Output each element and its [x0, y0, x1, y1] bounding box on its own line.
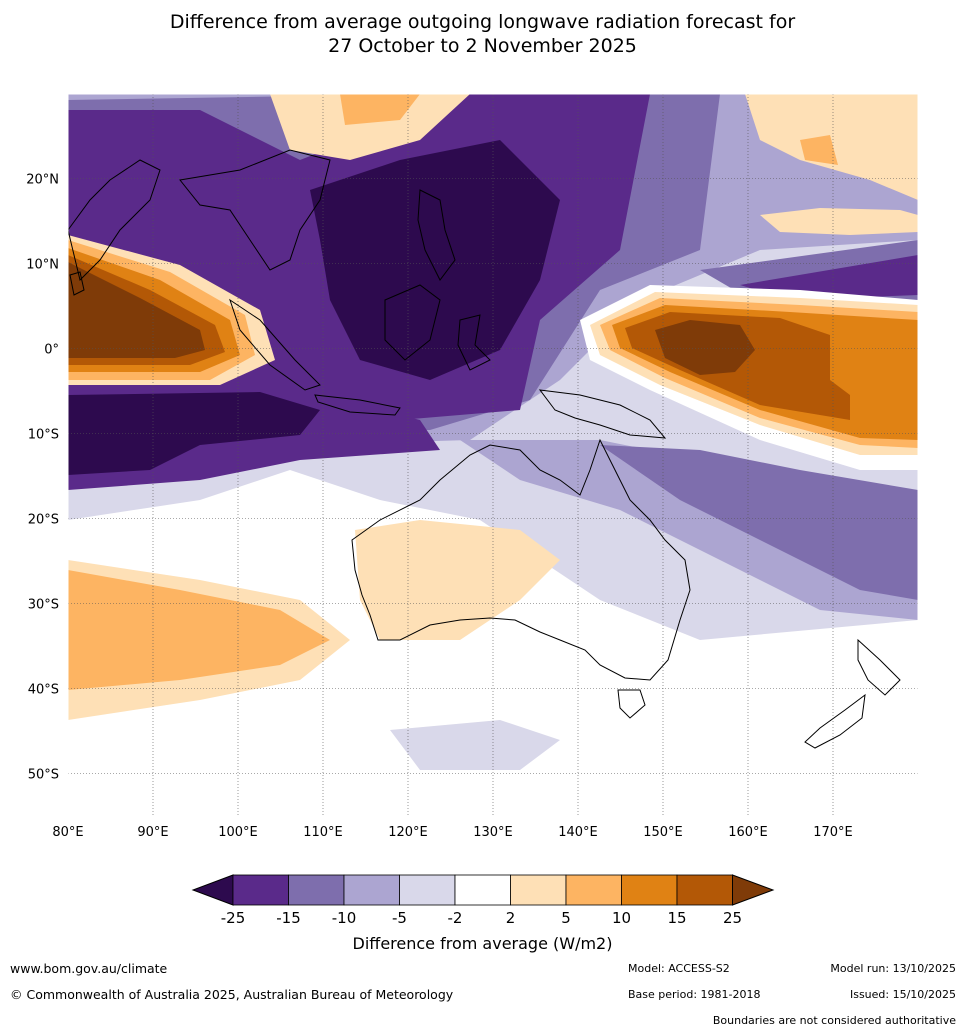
footer-disclaimer: Boundaries are not considered authoritat…: [712, 1014, 956, 1027]
coastline-java: [314, 394, 401, 416]
coastline-sulawesi: [457, 314, 491, 371]
colorbar-segment: [676, 874, 733, 906]
coastline-sri-lanka: [69, 271, 85, 296]
lat-label: 10°S: [28, 428, 59, 443]
zone-north-pacific-orange: [800, 135, 838, 165]
colorbar-tick-label: -5: [392, 909, 407, 927]
coastline-philippines: [417, 189, 456, 281]
coastline-new-guinea: [538, 389, 667, 439]
colorbar-segment: [510, 874, 567, 906]
lon-label: 130°E: [473, 825, 513, 840]
lon-label: 150°E: [643, 825, 683, 840]
colorbar-tick-label: 2: [506, 909, 516, 927]
zone-pacific-deep-orange: [655, 320, 755, 375]
title-line-2: 27 October to 2 November 2025: [328, 35, 637, 57]
lon-label: 110°E: [303, 825, 343, 840]
map-frame: [67, 93, 919, 817]
colorbar-arrow-high: [732, 874, 775, 906]
zone-south-china-light-orange: [270, 94, 470, 160]
lon-label: 160°E: [728, 825, 768, 840]
footer-base-period: Base period: 1981-2018: [628, 988, 761, 1001]
footer-copyright: © Commonwealth of Australia 2025, Austra…: [10, 987, 454, 1002]
lat-label: 20°S: [28, 513, 59, 528]
title-line-1: Difference from average outgoing longwav…: [169, 11, 796, 33]
colorbar-tick-label: 5: [561, 909, 571, 927]
footer-url[interactable]: www.bom.gov.au/climate: [10, 961, 168, 976]
zone-indian-deep-orange: [68, 262, 205, 358]
colorbar-tick-label: -25: [221, 909, 246, 927]
colorbar-segment: [621, 874, 678, 906]
lon-label: 80°E: [52, 825, 83, 840]
footer-model: Model: ACCESS-S2: [628, 962, 730, 975]
colorbar-tick-label: 10: [612, 909, 631, 927]
colorbar-label: Difference from average (W/m2): [352, 934, 613, 953]
longitude-labels: 80°E 90°E 100°E 110°E 120°E 130°E 140°E 150°E 16…: [52, 825, 852, 840]
map-gridlines: [67, 94, 918, 816]
lon-label: 120°E: [388, 825, 428, 840]
coastline-indochina: [179, 149, 331, 271]
zone-north-pacific-band: [760, 208, 918, 235]
colorbar-segment: [232, 874, 289, 906]
coastline-new-zealand-south: [804, 693, 866, 749]
coastline-tasmania: [617, 689, 646, 719]
colorbar-segment: [288, 874, 345, 906]
zone-south-indian-orange: [68, 570, 330, 690]
lon-label: 90°E: [137, 825, 168, 840]
coastline-australia: [351, 438, 691, 681]
lat-label: 0°: [44, 343, 59, 358]
zone-southern-ocean-light-purple: [390, 720, 560, 770]
zone-south-china-orange: [340, 94, 420, 125]
colorbar-segment: [343, 874, 400, 906]
lat-label: 50°S: [28, 768, 59, 783]
colorbar-arrow-low: [191, 874, 234, 906]
latitude-labels: 20°N 10°N 0° 10°S 20°S 30°S 40°S 50°S: [26, 173, 59, 783]
colorbar-segment: [399, 874, 456, 906]
zone-tasman-purple: [600, 445, 918, 600]
coastline-borneo: [384, 284, 441, 361]
lat-label: 30°S: [28, 598, 59, 613]
lat-label: 10°N: [26, 258, 59, 273]
colorbar-segment: [454, 874, 511, 906]
colorbar: -25 -15 -10 -5 -2 2 5 10 15 25: [191, 874, 775, 927]
chart-title: Difference from average outgoing longwav…: [0, 10, 965, 58]
lat-label: 20°N: [26, 173, 59, 188]
footer-model-run: Model run: 13/10/2025: [830, 962, 956, 975]
coastline-india: [67, 159, 161, 281]
colorbar-tick-label: 15: [667, 909, 686, 927]
lon-label: 140°E: [558, 825, 598, 840]
coastline-sumatra: [229, 298, 321, 391]
coastline-new-zealand-north: [857, 638, 901, 696]
zone-pacific-purple-dark: [740, 255, 918, 300]
colorbar-tick-label: -10: [332, 909, 357, 927]
colorbar-segment: [565, 874, 622, 906]
footer-issued: Issued: 15/10/2025: [849, 988, 956, 1001]
lon-label: 170°E: [813, 825, 853, 840]
zone-australia-light-orange: [355, 520, 560, 640]
zone-north-dark: [310, 140, 560, 380]
colorbar-tick-label: -2: [448, 909, 463, 927]
lon-label: 100°E: [218, 825, 258, 840]
coastlines: [67, 149, 901, 749]
colorbar-tick-label: -15: [276, 909, 301, 927]
lat-label: 40°S: [28, 683, 59, 698]
colorbar-tick-label: 25: [723, 909, 742, 927]
